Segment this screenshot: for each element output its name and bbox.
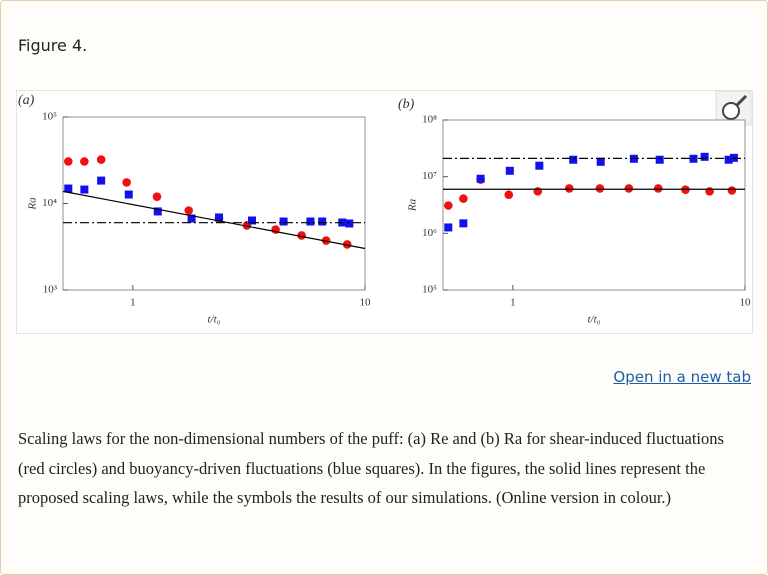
caption: Scaling laws for the non-dimensional num… <box>18 429 724 507</box>
panel-label: (a) <box>18 93 35 108</box>
x-tick-label: 1 <box>130 297 136 309</box>
data-point-square <box>724 155 733 164</box>
data-point-square <box>569 155 578 164</box>
x-axis-label: t/t₀ <box>588 314 601 326</box>
data-point-circle <box>564 184 574 193</box>
data-point-circle <box>624 184 634 193</box>
data-point-circle <box>80 157 89 166</box>
y-axis-label: Ra <box>407 198 419 212</box>
data-point-square <box>345 219 354 228</box>
data-point-square <box>248 216 257 225</box>
data-point-circle <box>96 155 106 164</box>
data-point-square <box>124 190 133 199</box>
data-point-square <box>476 174 485 183</box>
data-point-circle <box>705 187 714 196</box>
data-point-square <box>444 223 453 232</box>
data-point-square <box>318 217 327 226</box>
data-point-circle <box>122 178 131 187</box>
data-point-square <box>596 157 605 166</box>
plot-frame <box>442 119 746 291</box>
data-point-circle <box>444 201 453 210</box>
x-axis-label: t/t₀ <box>208 314 221 326</box>
data-point-square <box>700 152 709 161</box>
data-point-circle <box>595 184 605 193</box>
x-tick-label: 10 <box>360 297 372 309</box>
data-point-circle <box>184 206 194 215</box>
data-point-square <box>306 217 315 226</box>
data-point-square <box>153 207 162 216</box>
data-point-circle <box>297 231 306 240</box>
plot-frame <box>62 116 366 291</box>
data-point-square <box>535 161 544 170</box>
y-axis-label: Ra <box>27 197 39 211</box>
data-point-circle <box>533 187 543 196</box>
data-point-square <box>97 176 106 185</box>
x-tick-label: 10 <box>740 297 752 309</box>
y-tick-label: 10³ <box>43 284 58 296</box>
data-point-circle <box>64 157 73 166</box>
data-point-circle <box>152 192 162 201</box>
x-tick-label: 1 <box>510 297 516 309</box>
data-point-circle <box>342 240 352 249</box>
data-point-square <box>64 184 73 193</box>
y-tick-label: 10⁵ <box>42 111 57 123</box>
y-tick-label: 10⁴ <box>42 197 57 209</box>
scaling-line <box>62 190 366 250</box>
data-point-square <box>655 155 664 164</box>
zoom-icon[interactable] <box>715 90 752 126</box>
data-point-circle <box>653 184 663 193</box>
y-tick-label: 10⁶ <box>422 227 437 239</box>
data-point-square <box>187 214 196 223</box>
figure-label: Figure 4. <box>18 36 88 55</box>
data-point-circle <box>459 194 468 203</box>
y-tick-label: 10⁵ <box>422 284 437 296</box>
panel-label: (b) <box>398 97 415 112</box>
data-point-square <box>505 166 514 175</box>
open-new-tab-link[interactable]: Open in a new tab <box>613 368 751 386</box>
data-point-square <box>80 185 89 194</box>
data-point-square <box>215 213 224 222</box>
data-point-square <box>279 217 288 226</box>
data-point-circle <box>504 190 514 200</box>
y-tick-label: 10⁸ <box>422 114 437 126</box>
data-point-circle <box>727 186 737 195</box>
data-point-square <box>459 219 468 228</box>
y-tick-label: 10⁷ <box>422 170 437 182</box>
